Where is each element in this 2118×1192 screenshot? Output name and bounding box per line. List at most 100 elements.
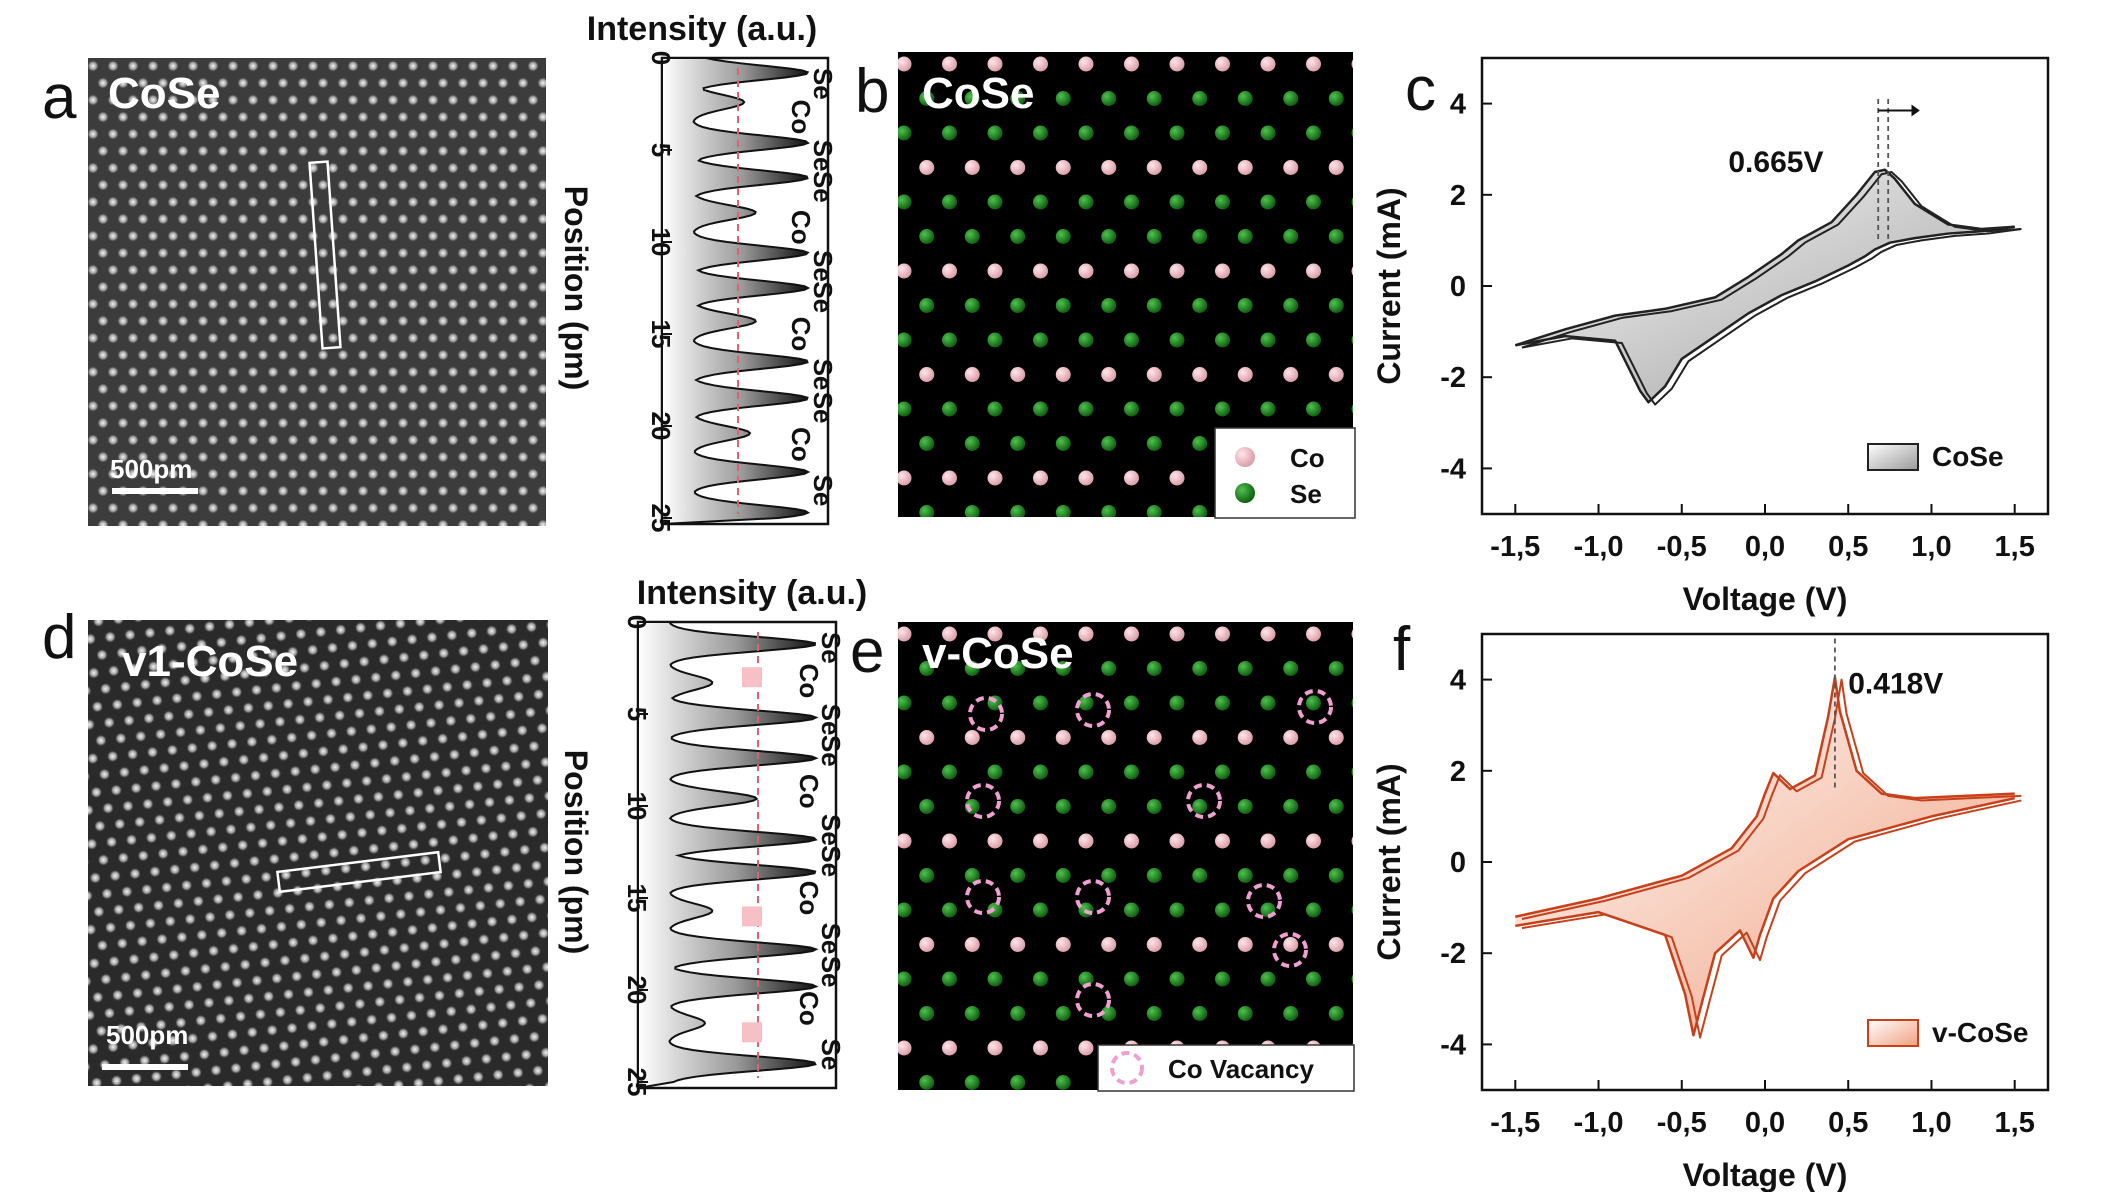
se-atom [1283,91,1299,106]
se-atom [1033,971,1048,987]
panel-a-letter: a [42,63,77,132]
se-atom [1169,332,1185,348]
se-atom [1124,902,1139,918]
se-atom [919,1006,935,1021]
se-atom [1169,401,1185,417]
se-atom [1351,767,1353,777]
se-atom [1261,540,1276,555]
atom-label: Co [786,100,816,135]
se-atom [942,194,957,210]
se-atom [1169,902,1185,918]
se-atom [1055,91,1071,106]
panel-b-letter: b [855,57,889,126]
se-atom [1101,229,1117,244]
se-atom [1055,229,1071,244]
se-atom [1124,1110,1139,1125]
cv-series-2-cycle-2 [1521,678,2022,920]
se-atom [919,1075,935,1090]
atom-label: Co [786,210,816,245]
cv-series-1 [1515,796,2015,1037]
co-vacancy-marker [968,696,1004,732]
cv-series-2 [1515,676,2015,918]
se-atom [898,764,912,780]
se-atom [1192,91,1208,106]
co-atom [964,937,980,952]
se-atom [1192,661,1208,676]
se-atom [964,1006,980,1021]
co-atom [1078,1040,1094,1056]
se-atom [897,540,912,555]
se-atom [1055,1075,1071,1090]
se-atom [1169,695,1185,711]
se-atom [1374,505,1389,520]
cv-series-2 [1514,168,2015,347]
se-atom [1215,332,1230,348]
co-atom [1283,160,1299,175]
atom-label: Se [816,1038,846,1070]
profile-ylabel-bottom: Position (pm) [558,750,594,954]
scalebar-label-d: 500pm [106,1020,188,1050]
y-axis-label: Current (mA) [1371,763,1407,960]
atom-label: Co [786,427,816,462]
se-atom [898,194,912,210]
y-tick-label: 4 [1450,665,1466,697]
atom-label: Co [794,881,824,916]
se-atom [1055,661,1071,676]
se-atom [1215,764,1230,780]
profile-tick-label: 25 [622,1068,652,1097]
se-atom [1328,1006,1344,1021]
se-atom [898,401,912,417]
legend-e: Co Vacancy [1097,1044,1355,1092]
x-tick-label: 0,5 [1828,1107,1868,1139]
se-atom [1192,436,1208,451]
y-tick-label: -2 [1440,362,1466,394]
legend-label: CoSe [1932,441,2004,472]
se-atom [1010,1075,1026,1090]
co-atom [1260,833,1276,849]
se-atom [1215,194,1230,210]
se-atom [1101,1006,1117,1021]
co-atom [1033,56,1048,72]
co-atom [942,470,957,486]
se-atom [1033,540,1048,555]
x-tick-label: 1,5 [1995,1107,2035,1139]
profile-tick-label: 20 [622,976,652,1005]
se-atom [1010,505,1026,517]
co-atom [1124,833,1139,849]
se-atom [964,505,980,517]
se-atom [942,764,957,780]
linescan-box [308,160,342,350]
co-atom [964,730,980,745]
co-atom [898,263,912,279]
profile-tick-label: 0 [646,51,676,65]
se-atom [1306,695,1321,711]
se-atom [919,505,935,517]
se-atom [1010,868,1026,883]
stem-image-cose [88,58,546,526]
co-atom [1124,263,1139,279]
co-vacancy-marker [1246,883,1282,919]
co-vacancy-marker [1186,783,1222,819]
panel-e-title: v-CoSe [922,629,1074,678]
co-atom [1124,470,1139,486]
se-atom [1328,91,1344,106]
se-atom [1237,229,1253,244]
co-atom [1033,626,1048,642]
co-atom [1033,263,1048,279]
se-atom [1260,194,1276,210]
co-vacancy-marker [1075,982,1111,1018]
co-atom [987,626,1003,642]
se-atom [1101,661,1117,676]
co-atom [1351,836,1353,846]
se-atom [897,1110,912,1125]
x-tick-label: 0,5 [1828,531,1868,563]
se-atom [898,125,912,141]
se-atom [919,436,935,451]
co-atom [898,1040,912,1056]
se-atom [1306,401,1321,417]
intensity-profile-curve [637,621,819,1090]
se-atom [1192,298,1208,313]
se-atom [1351,698,1353,708]
co-atom [1101,730,1117,745]
